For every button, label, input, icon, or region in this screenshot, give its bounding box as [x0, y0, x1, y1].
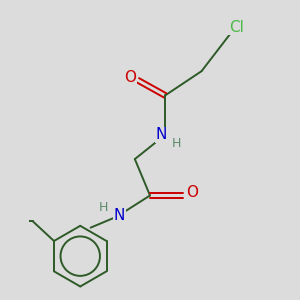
Text: H: H — [99, 201, 109, 214]
Text: N: N — [156, 127, 167, 142]
Text: H: H — [172, 137, 182, 150]
Text: N: N — [113, 208, 125, 223]
Text: O: O — [124, 70, 136, 85]
Text: Cl: Cl — [229, 20, 244, 35]
Text: O: O — [187, 185, 199, 200]
